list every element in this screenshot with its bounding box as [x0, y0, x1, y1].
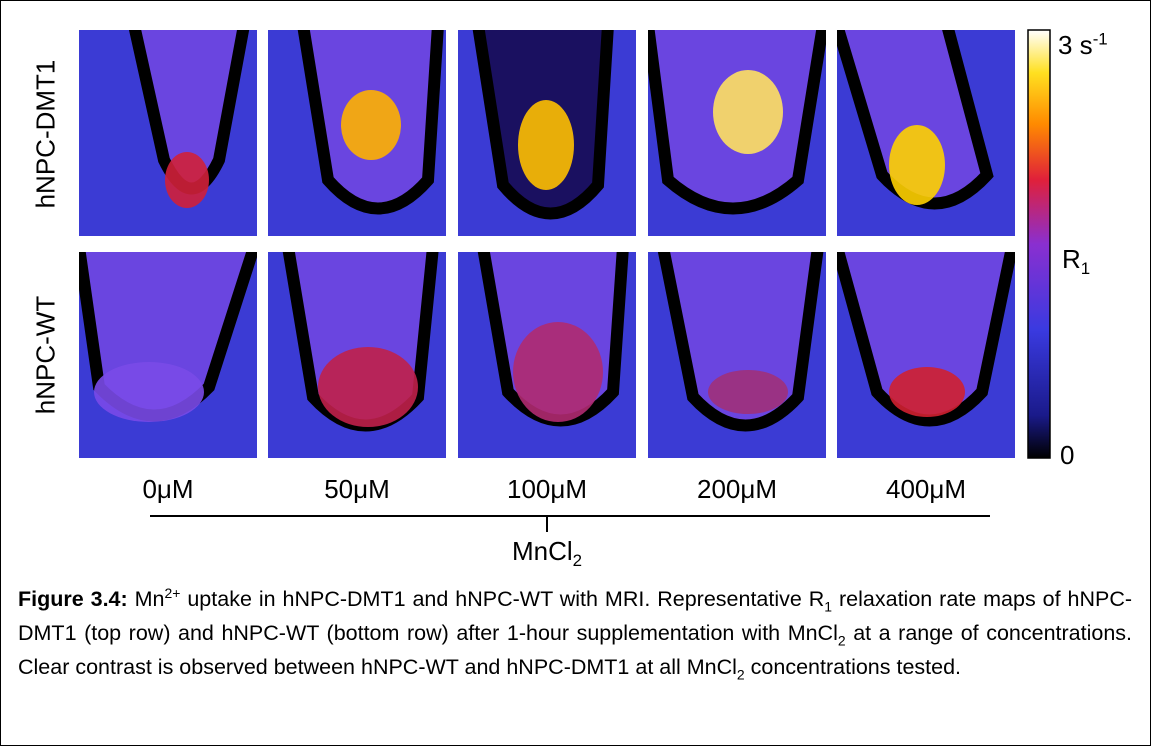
- column-label: 200μM: [696, 474, 778, 504]
- caption-sub: 2: [736, 666, 745, 683]
- colorbar-title-text: R: [1062, 244, 1081, 274]
- map-content: [268, 30, 446, 236]
- caption-text: concentrations tested.: [744, 655, 962, 679]
- caption-sub: 2: [837, 632, 846, 649]
- signal-region: [889, 367, 965, 417]
- map-content: [837, 30, 1015, 236]
- signal-region: [513, 322, 603, 422]
- signal-region: [341, 90, 401, 160]
- signal-region: [518, 100, 574, 190]
- caption-sup: 2+: [164, 584, 181, 601]
- mri-map: [837, 30, 1015, 236]
- signal-region: [708, 370, 788, 414]
- signal-region: [165, 152, 209, 208]
- mri-map: [268, 252, 446, 458]
- map-content: [268, 252, 446, 458]
- mri-map: [79, 30, 257, 236]
- map-content: [79, 252, 257, 458]
- tube-wall: [837, 30, 994, 210]
- column-label: 400μM: [885, 474, 967, 504]
- tube-wall: [837, 252, 1015, 427]
- mri-map: [648, 252, 826, 458]
- signal-region: [889, 125, 945, 205]
- row-label: hNPC-WT: [30, 295, 61, 415]
- caption: Figure 3.4: Mn2+ uptake in hNPC-DMT1 and…: [18, 582, 1132, 684]
- caption-text: uptake in hNPC-DMT1 and hNPC-WT with MRI…: [180, 587, 825, 611]
- caption-sub: 1: [824, 598, 833, 615]
- caption-text: relaxation rate maps of hNPC-DMT1 (top r…: [18, 587, 1133, 645]
- column-label: 50μM: [324, 474, 390, 504]
- map-content: [648, 30, 826, 236]
- caption-label: Figure 3.4:: [18, 587, 128, 611]
- mri-map: [458, 252, 636, 458]
- signal-region: [94, 362, 204, 422]
- colorbar-max-sup: -1: [1092, 29, 1108, 49]
- signal-region: [713, 70, 783, 154]
- map-content: [837, 252, 1015, 458]
- caption-text: at a range of concentrations. Clear cont…: [18, 621, 1133, 679]
- colorbar-max-text: 3 s: [1058, 30, 1093, 60]
- colorbar-max: 3 s-1: [1058, 30, 1108, 61]
- column-label: 0μM: [142, 474, 194, 504]
- signal-region: [318, 347, 418, 427]
- row-label: hNPC-DMT1: [30, 59, 61, 209]
- colorbar-title: R1: [1062, 244, 1091, 279]
- colorbar-min: 0: [1060, 440, 1075, 470]
- map-content: [79, 30, 257, 236]
- colorbar: [1027, 29, 1051, 459]
- mri-map: [648, 30, 826, 236]
- map-content: [458, 252, 636, 458]
- caption-text: Mn: [127, 587, 165, 611]
- map-content: [648, 252, 826, 458]
- mri-map: [268, 30, 446, 236]
- map-content: [458, 30, 636, 236]
- axis-label: MnCl2: [511, 536, 583, 571]
- column-label: 100μM: [506, 474, 588, 504]
- axis-label-sub: 2: [572, 551, 583, 571]
- axis-label-text: MnCl: [511, 536, 573, 566]
- mri-map: [837, 252, 1015, 458]
- colorbar-title-sub: 1: [1080, 259, 1091, 279]
- mri-map: [79, 252, 257, 458]
- mri-map: [458, 30, 636, 236]
